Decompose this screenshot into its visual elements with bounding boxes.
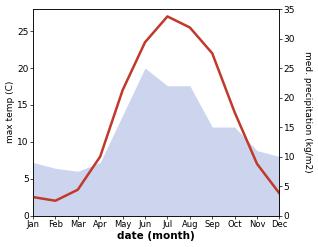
- X-axis label: date (month): date (month): [117, 231, 195, 242]
- Y-axis label: max temp (C): max temp (C): [5, 81, 15, 144]
- Y-axis label: med. precipitation (kg/m2): med. precipitation (kg/m2): [303, 51, 313, 173]
